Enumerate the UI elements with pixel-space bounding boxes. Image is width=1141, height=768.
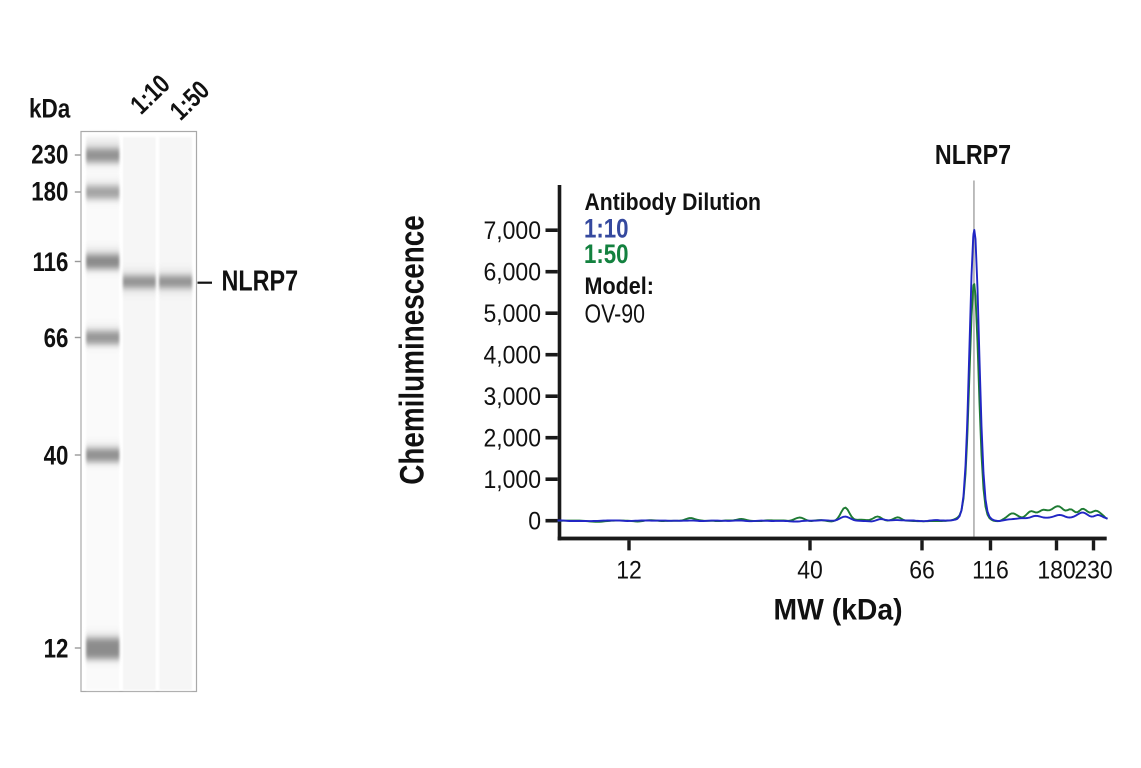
svg-text:3,000: 3,000 bbox=[483, 383, 541, 411]
svg-text:40: 40 bbox=[797, 557, 823, 585]
svg-text:kDa: kDa bbox=[29, 95, 71, 124]
svg-text:230: 230 bbox=[1074, 557, 1112, 585]
svg-text:180: 180 bbox=[1037, 557, 1075, 585]
svg-text:NLRP7: NLRP7 bbox=[935, 140, 1011, 170]
svg-text:7,000: 7,000 bbox=[483, 217, 541, 245]
svg-text:1,000: 1,000 bbox=[483, 466, 541, 494]
svg-text:116: 116 bbox=[32, 248, 68, 277]
svg-text:0: 0 bbox=[528, 508, 541, 536]
svg-text:NLRP7: NLRP7 bbox=[222, 264, 299, 297]
svg-text:66: 66 bbox=[909, 557, 935, 585]
svg-text:40: 40 bbox=[44, 442, 69, 471]
svg-text:230: 230 bbox=[31, 141, 68, 170]
svg-text:Chemiluminescence: Chemiluminescence bbox=[393, 215, 431, 485]
svg-text:1:50: 1:50 bbox=[164, 75, 215, 126]
svg-text:4,000: 4,000 bbox=[483, 342, 541, 370]
svg-text:116: 116 bbox=[972, 557, 1009, 585]
svg-text:1:50: 1:50 bbox=[584, 240, 629, 269]
svg-text:66: 66 bbox=[44, 324, 69, 353]
svg-text:12: 12 bbox=[616, 557, 642, 585]
svg-text:12: 12 bbox=[44, 635, 69, 664]
svg-text:MW (kDa): MW (kDa) bbox=[773, 594, 902, 627]
svg-text:180: 180 bbox=[31, 178, 68, 207]
svg-text:1:10: 1:10 bbox=[125, 69, 176, 120]
svg-text:1:10: 1:10 bbox=[584, 215, 629, 244]
svg-text:6,000: 6,000 bbox=[483, 259, 541, 287]
svg-text:Model:: Model: bbox=[585, 272, 654, 300]
svg-text:OV-90: OV-90 bbox=[585, 299, 645, 329]
svg-text:Antibody Dilution: Antibody Dilution bbox=[585, 187, 761, 215]
svg-text:2,000: 2,000 bbox=[483, 425, 541, 453]
svg-text:5,000: 5,000 bbox=[483, 300, 541, 328]
